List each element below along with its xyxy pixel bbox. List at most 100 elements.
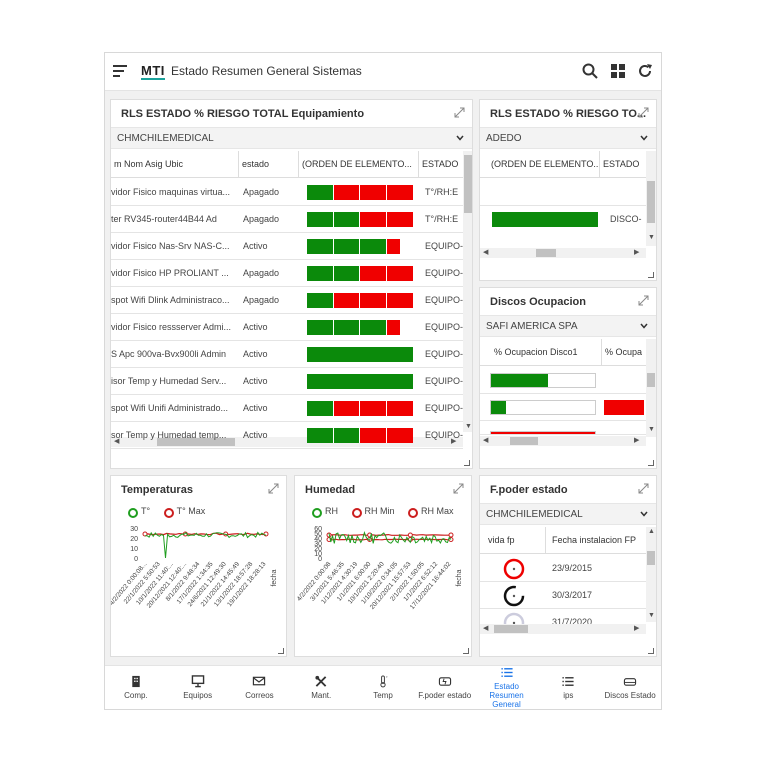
table-row[interactable]: vidor Fisico Nas-Srv NAS-C... Activo EQUIP… xyxy=(111,233,463,260)
y-tick-label: 50 xyxy=(314,531,322,538)
column-header[interactable]: vida fp xyxy=(480,527,546,554)
legend-item[interactable]: RH Min xyxy=(349,506,395,518)
horizontal-scrollbar[interactable]: ◀ ▶ xyxy=(480,248,646,258)
legend-item[interactable]: T° xyxy=(125,506,150,518)
column-header[interactable]: Fecha instalacion FP xyxy=(552,535,637,545)
table-row[interactable]: spot Wifi Dlink Administraco... Apagado EQ… xyxy=(111,287,463,314)
page-title: Estado Resumen General Sistemas xyxy=(171,64,362,78)
nav-item[interactable]: F.poder estado xyxy=(414,666,476,709)
device-name-cell: S Apc 900va-Bvx900li Admin xyxy=(111,349,227,359)
expand-icon[interactable] xyxy=(268,483,279,494)
table-row[interactable]: vidor Fisico maquinas virtua... Apagado T°… xyxy=(111,179,463,206)
resize-handle[interactable] xyxy=(278,648,284,654)
nav-item-label: Comp. xyxy=(124,691,148,700)
risk-main-filter[interactable]: CHMCHILEMEDICAL xyxy=(111,127,472,149)
nav-item[interactable]: Equipos xyxy=(167,666,229,709)
resize-handle[interactable] xyxy=(463,648,469,654)
vertical-scrollbar[interactable]: ▼ xyxy=(646,151,656,246)
nav-item-label: Equipos xyxy=(183,691,213,700)
table-row[interactable] xyxy=(480,421,646,435)
column-header[interactable]: estado xyxy=(239,151,299,178)
risk-side-filter[interactable]: ADEDO xyxy=(480,127,656,149)
legend-item[interactable]: RH Max xyxy=(405,506,454,518)
nav-item[interactable]: Discos Estado xyxy=(599,666,661,709)
expand-icon[interactable] xyxy=(454,107,465,118)
legend-item[interactable]: RH xyxy=(309,506,338,518)
nav-item[interactable]: ° Temp xyxy=(352,666,414,709)
chart-legend: T° T° Max xyxy=(125,506,213,518)
table-row[interactable]: vidor Fisico HP PROLIANT ... Apagado EQUIP… xyxy=(111,260,463,287)
nav-item-label: Mant. xyxy=(311,691,332,700)
risk-bar-segment xyxy=(307,293,334,308)
vertical-scrollbar[interactable]: ▲ ▼ xyxy=(646,527,656,622)
power-supply-filter[interactable]: CHMCHILEMEDICAL xyxy=(480,503,656,525)
risk-bar-segment xyxy=(333,239,360,254)
disks-filter[interactable]: SAFI AMERICA SPA xyxy=(480,315,656,337)
risk-bar-segment xyxy=(386,212,413,227)
estado-cell: EQUIPO- xyxy=(425,403,463,413)
search-icon[interactable] xyxy=(581,62,599,80)
column-header[interactable]: ESTADO xyxy=(422,159,459,169)
risk-bar-segment xyxy=(386,239,400,254)
column-header[interactable]: m Nom Asig Ubic xyxy=(111,151,239,178)
life-gauge-icon xyxy=(503,558,525,580)
horizontal-scrollbar[interactable]: ◀ ▶ xyxy=(480,436,646,446)
menu-icon[interactable] xyxy=(113,65,127,77)
risk-bar-segment xyxy=(307,347,413,362)
nav-item[interactable]: Mant. xyxy=(290,666,352,709)
expand-icon[interactable] xyxy=(453,483,464,494)
table-row[interactable] xyxy=(480,367,646,394)
horizontal-scrollbar[interactable]: ◀ ▶ xyxy=(480,624,646,634)
table-row[interactable]: S Apc 900va-Bvx900li Admin Activo EQUIPO- xyxy=(111,341,463,368)
nav-item[interactable]: Estado Resumen General xyxy=(476,666,538,709)
risk-bar xyxy=(492,212,598,227)
install-date-cell: 30/3/2017 xyxy=(552,590,593,600)
list-icon xyxy=(562,677,574,686)
status-cell: Apagado xyxy=(243,268,280,278)
device-name-cell: ter RV345-router44B44 Ad xyxy=(111,214,217,224)
table-row[interactable]: 23/9/2015 xyxy=(480,555,646,582)
column-header[interactable]: % Ocupa xyxy=(605,347,643,357)
table-row[interactable]: isor Temp y Humedad Serv... Activo EQUIPO- xyxy=(111,368,463,395)
table-row[interactable]: 30/3/2017 xyxy=(480,582,646,609)
risk-bar-segment xyxy=(386,401,413,416)
grid-icon[interactable] xyxy=(609,62,627,80)
table-row[interactable] xyxy=(480,179,646,206)
vertical-scrollbar[interactable]: ▼ xyxy=(646,339,656,437)
resize-handle[interactable] xyxy=(648,272,654,278)
table-row[interactable]: sor Temp y Humedad temp... Activo EQUIPO- xyxy=(111,422,463,449)
column-header[interactable]: (ORDEN DE ELEMENTO... xyxy=(299,151,419,178)
table-row[interactable]: 31/7/2020 xyxy=(480,609,646,625)
x-axis-label: fecha xyxy=(456,569,463,586)
filter-value: CHMCHILEMEDICAL xyxy=(486,509,583,520)
disks-title: Discos Ocupacion xyxy=(490,296,586,308)
nav-item[interactable]: Comp. xyxy=(105,666,167,709)
column-header[interactable]: ESTADO xyxy=(603,159,640,169)
refresh-icon[interactable] xyxy=(636,62,654,80)
risk-bar-segment xyxy=(307,185,334,200)
table-row[interactable]: spot Wifi Unifi Administrado... Activo EQU… xyxy=(111,395,463,422)
table-row[interactable]: ter RV345-router44B44 Ad Apagado T°/RH:E xyxy=(111,206,463,233)
estado-cell: T°/RH:E xyxy=(425,187,459,197)
device-name-cell: vidor Fisico maquinas virtua... xyxy=(111,187,231,197)
expand-icon[interactable] xyxy=(638,483,649,494)
legend-item[interactable]: T° Max xyxy=(161,506,205,518)
svg-text:°: ° xyxy=(386,676,388,681)
resize-handle[interactable] xyxy=(648,648,654,654)
nav-item[interactable]: Correos xyxy=(229,666,291,709)
table-row[interactable]: vidor Fisico ressserver Admi... Activo EQU… xyxy=(111,314,463,341)
risk-bar-segment xyxy=(333,428,360,443)
chevron-down-icon xyxy=(456,135,464,141)
resize-handle[interactable] xyxy=(648,460,654,466)
vertical-scrollbar[interactable]: ▼ xyxy=(463,151,472,432)
expand-icon[interactable] xyxy=(638,107,649,118)
table-row[interactable] xyxy=(480,394,646,421)
horizontal-scrollbar[interactable]: ◀ ▶ xyxy=(111,437,463,447)
expand-icon[interactable] xyxy=(638,295,649,306)
risk-bar-segment xyxy=(360,401,387,416)
column-header[interactable]: % Ocupacion Disco1 xyxy=(488,339,602,366)
resize-handle[interactable] xyxy=(464,460,470,466)
table-row[interactable]: DISCO- xyxy=(480,206,646,233)
column-header[interactable]: (ORDEN DE ELEMENTO... xyxy=(488,151,600,178)
nav-item[interactable]: ips xyxy=(537,666,599,709)
